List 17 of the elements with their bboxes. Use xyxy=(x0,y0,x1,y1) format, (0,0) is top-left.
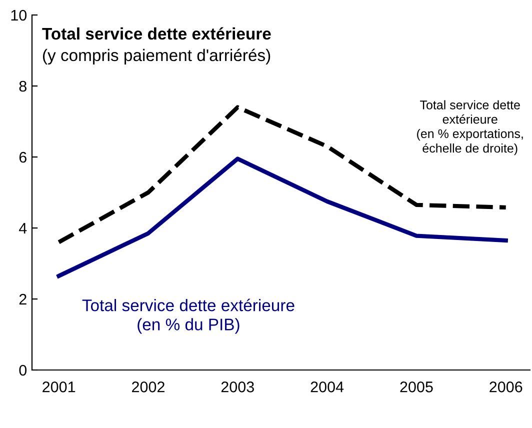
y-tick-label: 2 xyxy=(19,294,26,305)
text: (y compris paiement d'arriérés) xyxy=(42,48,270,64)
y-tick-label: 4 xyxy=(18,223,27,234)
x-tick-label: 2002 xyxy=(132,382,164,392)
x-tick-label: 2006 xyxy=(490,382,522,392)
text: Total service dette extérieure (en % exportations, échelle de droite) xyxy=(417,100,523,156)
x-tick-label: 2005 xyxy=(400,382,433,392)
x-tick-label: 2004 xyxy=(310,382,344,392)
y-tick-label: 0 xyxy=(19,364,27,376)
series-label: Total service dette extérieure (en % du PIB) xyxy=(82,298,294,334)
line-series xyxy=(56,156,508,278)
y-tick-label: 10 xyxy=(11,10,27,21)
x-tick-label: 2001 xyxy=(42,382,76,392)
x-tick-label: 2003 xyxy=(221,382,254,392)
y-tick-label: 6 xyxy=(19,152,26,163)
text: Total service dette extérieure xyxy=(42,27,271,40)
y-tick-label: 8 xyxy=(19,80,26,92)
